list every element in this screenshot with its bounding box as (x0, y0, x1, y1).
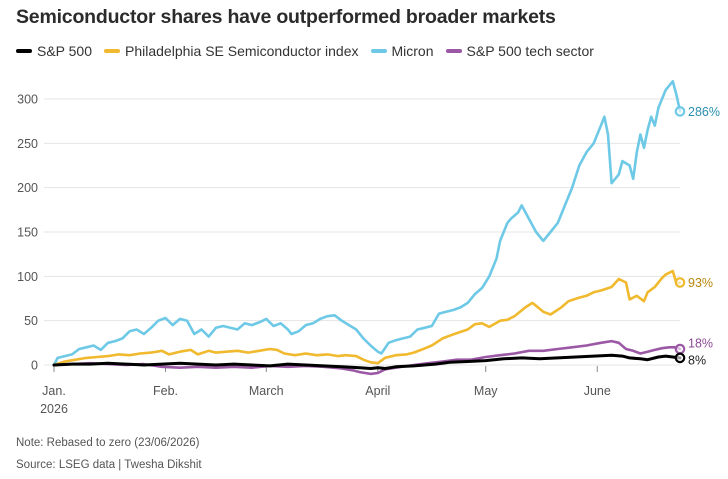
endpoint-marker-micron (674, 106, 686, 117)
x-tick-label-feb: Feb. (153, 384, 178, 398)
x-axis-ticks: Jan. 2026 Feb. March April May June (40, 366, 611, 416)
legend-swatch-micron (370, 49, 387, 53)
chart-note: Note: Rebased to zero (23/06/2026) (16, 437, 200, 449)
series-line-micron (52, 80, 682, 367)
y-axis-ticks: 0 50 100 150 200 250 300 (17, 92, 38, 372)
y-tick-label-50: 50 (24, 314, 38, 328)
endpoint-label-tech: 18% (688, 337, 713, 351)
legend-label-sp500: S&P 500 (37, 43, 93, 59)
x-tick-label-april: April (365, 384, 390, 398)
legend-item-tech: S&P 500 tech sector (445, 43, 594, 59)
y-tick-label-0: 0 (31, 359, 38, 373)
legend-swatch-sp500 (16, 49, 32, 53)
y-tick-label-250: 250 (17, 137, 38, 151)
y-tick-label-300: 300 (17, 92, 38, 106)
y-tick-label-100: 100 (17, 270, 38, 284)
endpoint-marker-sox (674, 277, 686, 288)
x-tick-sublabel-year: 2026 (40, 402, 68, 416)
legend-swatch-tech (445, 49, 462, 53)
y-tick-label-200: 200 (17, 181, 38, 195)
series-line-sox (52, 269, 682, 367)
endpoint-label-sp500: 8% (688, 353, 706, 367)
chart-title: Semiconductor shares have outperformed b… (16, 6, 556, 28)
legend: S&P 500 Philadelphia SE Semiconductor in… (16, 43, 606, 59)
endpoint-marker-tech (674, 343, 686, 355)
gridlines (44, 98, 680, 366)
x-tick-label-jan: Jan. (42, 384, 66, 398)
x-tick-label-may: May (474, 384, 498, 398)
series-endpoints: 286% 93% 18% 8% (674, 105, 720, 367)
chart-source: Source: LSEG data | Twesha Dikshit (16, 459, 202, 471)
series-line-sp500 (52, 353, 682, 370)
endpoint-label-micron: 286% (688, 105, 720, 119)
x-tick-label-march: March (249, 384, 284, 398)
legend-label-micron: Micron (391, 43, 434, 59)
legend-swatch-sox (104, 49, 121, 53)
legend-item-sp500: S&P 500 (16, 43, 92, 59)
legend-item-micron: Micron (370, 43, 434, 59)
endpoint-label-sox: 93% (688, 276, 713, 290)
series-lines (52, 80, 682, 376)
endpoint-marker-sp500 (674, 352, 686, 364)
legend-label-sox: Philadelphia SE Semiconductor index (125, 43, 359, 59)
x-tick-label-june: June (584, 384, 611, 398)
y-tick-label-150: 150 (17, 225, 38, 239)
legend-item-sox: Philadelphia SE Semiconductor index (104, 43, 359, 59)
legend-label-tech: S&P 500 tech sector (466, 43, 594, 59)
